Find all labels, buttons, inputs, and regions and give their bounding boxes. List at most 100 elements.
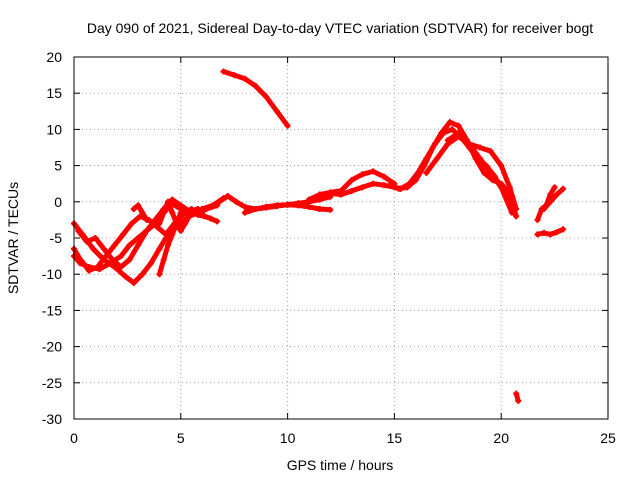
data-point <box>214 218 221 225</box>
data-point <box>534 216 541 223</box>
data-point <box>327 190 334 197</box>
data-point <box>241 75 248 82</box>
series-line <box>423 134 519 212</box>
data-point <box>487 148 494 155</box>
data-point <box>201 213 208 220</box>
data-point <box>207 215 214 222</box>
data-point <box>547 198 554 205</box>
data-point <box>199 209 206 216</box>
data-point <box>186 213 193 220</box>
series-trace-5 <box>156 207 221 278</box>
series-trace-6 <box>156 198 206 234</box>
y-tick-label: -30 <box>42 411 62 427</box>
data-point <box>348 187 355 194</box>
data-point <box>90 245 97 252</box>
data-point <box>406 180 413 187</box>
data-point <box>111 242 118 249</box>
data-point <box>455 130 462 137</box>
data-point <box>359 171 366 178</box>
data-point <box>513 206 520 213</box>
data-point <box>160 256 167 263</box>
data-point <box>177 209 184 216</box>
data-point <box>498 162 505 169</box>
data-point <box>156 220 163 227</box>
data-point <box>162 231 169 238</box>
data-point <box>380 182 387 189</box>
data-point <box>440 130 447 137</box>
data-point <box>139 209 146 216</box>
data-point <box>122 273 129 280</box>
data-point <box>423 169 430 176</box>
data-point <box>513 390 520 397</box>
data-point <box>498 184 505 191</box>
series-trace-19 <box>534 226 567 238</box>
data-point <box>164 198 171 205</box>
data-point <box>177 202 184 209</box>
data-point <box>190 207 197 214</box>
data-point <box>152 216 159 223</box>
data-point <box>92 235 99 241</box>
data-point <box>77 256 84 263</box>
data-point <box>476 155 483 162</box>
data-point <box>143 227 150 234</box>
x-tick-label: 0 <box>70 430 78 446</box>
data-point <box>252 206 259 213</box>
data-point <box>143 216 150 223</box>
data-point <box>231 72 238 79</box>
data-point <box>85 267 92 274</box>
data-point <box>135 242 142 249</box>
data-point <box>338 191 344 198</box>
data-traces <box>71 68 567 404</box>
data-point <box>305 203 312 210</box>
data-point <box>164 242 171 249</box>
x-tick-label: 10 <box>280 430 296 446</box>
data-point <box>126 242 133 249</box>
data-point <box>252 82 259 89</box>
axis-ticks <box>73 56 609 420</box>
data-point <box>273 108 280 115</box>
series-trace-7 <box>130 202 150 223</box>
chart-title: Day 090 of 2021, Sidereal Day-to-day VTE… <box>87 20 593 36</box>
data-point <box>241 209 248 216</box>
data-point <box>487 169 494 176</box>
data-point <box>547 191 554 198</box>
data-point <box>423 155 430 162</box>
data-point <box>560 185 567 192</box>
data-point <box>128 220 135 227</box>
data-point <box>560 226 567 233</box>
y-tick-label: 5 <box>54 158 62 174</box>
data-point <box>220 68 227 75</box>
data-point <box>455 122 462 129</box>
series-trace-20 <box>540 185 567 213</box>
data-point <box>540 206 547 213</box>
data-point <box>120 231 127 238</box>
data-point <box>513 213 520 220</box>
y-axis-label: SDTVAR / TECUs <box>5 182 21 294</box>
data-point <box>295 202 302 209</box>
data-point <box>94 263 101 270</box>
x-tick-label: 15 <box>387 430 403 446</box>
data-point <box>316 191 323 198</box>
data-point <box>194 211 201 218</box>
data-point <box>111 263 118 270</box>
y-tick-label: 20 <box>46 49 62 65</box>
series-trace-10 <box>220 68 291 129</box>
data-point <box>284 122 291 129</box>
data-point <box>173 220 180 227</box>
series-trace-17 <box>513 390 522 404</box>
data-point <box>83 238 90 245</box>
data-point <box>147 260 154 267</box>
data-point <box>387 182 394 189</box>
x-tick-labels: 0 5 10 15 20 25 <box>70 430 616 446</box>
x-tick-label: 20 <box>493 430 509 446</box>
data-point <box>169 231 176 238</box>
data-point <box>414 169 421 176</box>
data-point <box>515 397 522 404</box>
data-point <box>316 206 323 213</box>
y-tick-label: -25 <box>42 375 62 391</box>
data-point <box>316 196 323 203</box>
series-line <box>131 202 150 223</box>
data-point <box>263 203 270 210</box>
